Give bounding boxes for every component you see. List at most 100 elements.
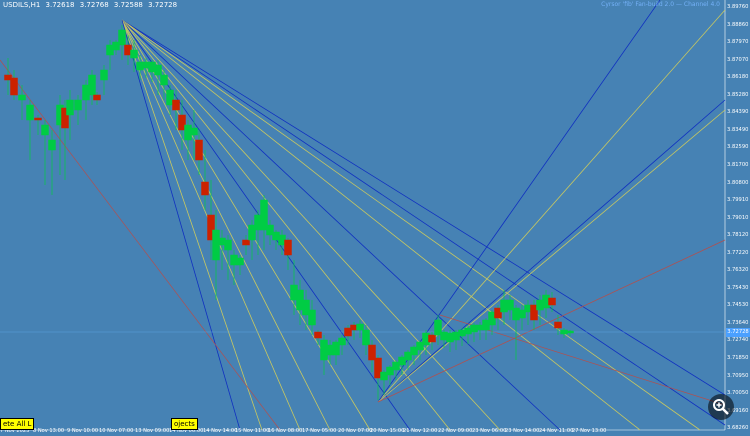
candle-body: [112, 41, 120, 51]
price-tick-label: 3.71850: [727, 355, 749, 361]
candle-body: [392, 361, 400, 371]
time-tick-label: 8 Nov 13:00: [33, 428, 65, 434]
price-tick-label: 3.74530: [727, 302, 749, 309]
candle-body: [266, 224, 274, 236]
time-tick-label: 14 Nov 06:00: [169, 428, 204, 434]
indicator-caption: Cyrsor 'fib' Fan-build 2.0 — Channel 4.0: [601, 1, 720, 8]
price-tick-label: 3.87970: [727, 39, 749, 46]
fan-line-from-top: [121, 19, 726, 396]
candle-body: [166, 89, 174, 106]
candle-body: [488, 311, 496, 326]
price-axis[interactable]: 3.89760 3.88860 3.87970 3.87070 3.86180 3.852…: [725, 0, 750, 431]
price-tick-label: 3.69160: [727, 407, 749, 414]
candle-body: [34, 117, 42, 121]
price-tick-label: 3.73640: [727, 319, 749, 326]
symbol-label: USDILS,H1: [3, 1, 41, 9]
candle-body: [518, 309, 526, 319]
time-tick-label: 13 Nov 09:00: [135, 428, 170, 434]
candle-body: [344, 327, 352, 337]
candle-body: [362, 329, 370, 346]
candle-body: [548, 297, 556, 306]
candle-body: [242, 239, 250, 246]
price-tick-label: 3.77220: [727, 249, 749, 256]
time-tick-label: 9 Nov 10:00: [67, 428, 99, 434]
fan-line-from-top: [121, 19, 241, 431]
candle-body: [386, 366, 394, 376]
candle-body: [4, 74, 12, 81]
price-tick-label: 3.85280: [727, 91, 749, 98]
time-tick-label: 20 Nov 07:00: [338, 428, 373, 434]
fan-line-from-top: [121, 19, 561, 431]
candle-body: [61, 107, 69, 129]
low-value: 3.72588: [113, 1, 143, 9]
candle-body: [434, 319, 442, 336]
fan-line-from-top: [121, 19, 451, 431]
time-axis[interactable]: 7 Nov 2023 8 Nov 13:00 9 Nov 10:00 10 Nov 0…: [0, 428, 725, 436]
candle-body: [416, 341, 424, 351]
candle-body: [374, 357, 382, 379]
time-tick-label: 21 Nov 12:00: [403, 428, 438, 434]
candle-body: [248, 224, 256, 241]
candle-body: [74, 99, 82, 111]
price-tick-label: 3.84390: [727, 109, 749, 116]
price-tick-label: 3.79010: [727, 214, 749, 221]
candle-body: [154, 64, 162, 76]
fan-line-from-bottom: [377, 109, 726, 403]
candle-body: [302, 299, 310, 316]
candle-body: [160, 74, 168, 86]
price-tick-label: 3.72740: [727, 337, 749, 344]
fan-line-from-top: [121, 19, 371, 431]
objects-button[interactable]: ojects: [171, 418, 198, 430]
price-tick-label: 3.87070: [727, 56, 749, 63]
candle-body: [178, 114, 186, 131]
candle-body: [130, 49, 138, 59]
time-tick-label: 7 Nov 2023: [0, 428, 30, 434]
fan-line-from-top: [121, 19, 331, 431]
price-tick-label: 3.80800: [727, 179, 749, 186]
delete-all-lines-button[interactable]: ete All L: [0, 418, 35, 430]
candle-body: [195, 139, 203, 161]
candle-body: [368, 344, 376, 361]
price-tick-label: 3.86180: [727, 74, 749, 81]
candle-body: [332, 341, 340, 356]
candle-body: [93, 94, 101, 101]
price-tick-label: 3.79910: [727, 197, 749, 204]
candle-body: [314, 331, 322, 339]
time-tick-label: 15 Nov 11:00: [235, 428, 270, 434]
time-tick-label: 16 Nov 08:00: [268, 428, 303, 434]
fan-line-from-top: [121, 19, 263, 431]
open-value: 3.72618: [45, 1, 75, 9]
price-tick-label: 3.82590: [727, 144, 749, 151]
fan-line-from-bottom: [377, 239, 726, 403]
candle-body: [100, 69, 108, 81]
candle-body: [172, 99, 180, 111]
price-tick-label: 3.83490: [727, 126, 749, 133]
fan-line-from-top: [121, 19, 726, 426]
price-tick-label: 3.88860: [727, 21, 749, 28]
candle-body: [494, 307, 502, 319]
candle-body: [18, 94, 26, 101]
candle-body: [201, 181, 209, 196]
fan-line-from-top: [121, 19, 641, 431]
fan-line-from-top: [121, 19, 701, 431]
candle-body: [236, 257, 244, 266]
candle-body: [66, 99, 74, 116]
price-tick-label: 3.78120: [727, 232, 749, 239]
candle-body: [338, 337, 346, 346]
candle-body: [308, 309, 316, 326]
magnifier-zoom-icon[interactable]: [708, 394, 734, 420]
time-tick-label: 10 Nov 07:00: [99, 428, 134, 434]
time-tick-label: 22 Nov 09:00: [438, 428, 473, 434]
chart-title: USDILS,H1 3.72618 3.72768 3.72588 3.7272…: [3, 1, 180, 9]
candle-body: [284, 239, 292, 256]
candle-body: [356, 323, 364, 331]
price-tick-label: 3.70950: [727, 372, 749, 379]
price-tick-label: 3.75430: [727, 284, 749, 291]
high-value: 3.72768: [79, 1, 109, 9]
candle-body: [428, 334, 436, 343]
candle-body: [554, 321, 562, 329]
price-tick-label: 3.70050: [727, 390, 749, 397]
candle-body: [118, 29, 126, 46]
